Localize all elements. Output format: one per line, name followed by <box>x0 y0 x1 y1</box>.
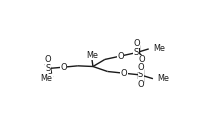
Text: S: S <box>134 48 139 57</box>
Text: O: O <box>60 63 67 72</box>
Text: O: O <box>137 80 144 89</box>
Text: O: O <box>133 39 140 48</box>
Text: Me: Me <box>153 44 165 53</box>
Text: O: O <box>139 55 145 64</box>
Text: Me: Me <box>157 74 169 83</box>
Text: O: O <box>44 55 51 64</box>
Text: Me: Me <box>86 51 98 60</box>
Text: O: O <box>46 73 53 82</box>
Text: S: S <box>138 70 143 79</box>
Text: O: O <box>121 69 127 78</box>
Text: Me: Me <box>40 74 52 83</box>
Text: O: O <box>137 63 144 72</box>
Text: S: S <box>46 64 51 73</box>
Text: O: O <box>117 51 124 61</box>
